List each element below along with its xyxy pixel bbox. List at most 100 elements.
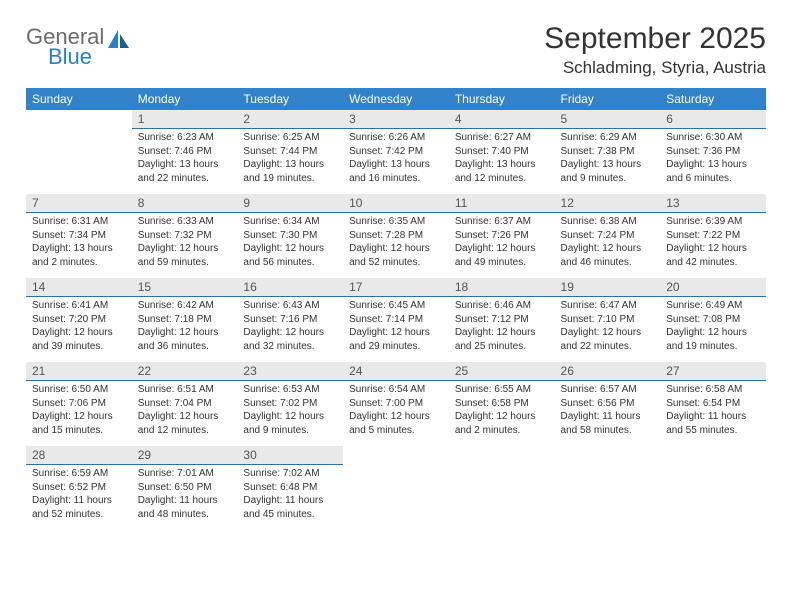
calendar-day-cell — [555, 446, 661, 530]
calendar-day-cell: 6Sunrise: 6:30 AMSunset: 7:36 PMDaylight… — [660, 110, 766, 194]
weekday-header: Thursday — [449, 88, 555, 110]
day-body: Sunrise: 6:38 AMSunset: 7:24 PMDaylight:… — [555, 213, 661, 273]
day-number: 7 — [26, 194, 132, 213]
day-number: 21 — [26, 362, 132, 381]
day-number: 22 — [132, 362, 238, 381]
sunset-text: Sunset: 7:22 PM — [666, 229, 760, 243]
calendar-day-cell: 24Sunrise: 6:54 AMSunset: 7:00 PMDayligh… — [343, 362, 449, 446]
calendar-day-cell: 9Sunrise: 6:34 AMSunset: 7:30 PMDaylight… — [237, 194, 343, 278]
daylight-text: Daylight: 12 hours and 29 minutes. — [349, 326, 443, 353]
calendar-day-cell: 16Sunrise: 6:43 AMSunset: 7:16 PMDayligh… — [237, 278, 343, 362]
day-number: 25 — [449, 362, 555, 381]
sunset-text: Sunset: 7:42 PM — [349, 145, 443, 159]
day-body: Sunrise: 7:02 AMSunset: 6:48 PMDaylight:… — [237, 465, 343, 525]
day-body: Sunrise: 6:34 AMSunset: 7:30 PMDaylight:… — [237, 213, 343, 273]
day-number: 15 — [132, 278, 238, 297]
daylight-text: Daylight: 13 hours and 16 minutes. — [349, 158, 443, 185]
sunset-text: Sunset: 7:40 PM — [455, 145, 549, 159]
sunrise-text: Sunrise: 6:47 AM — [561, 299, 655, 313]
daylight-text: Daylight: 13 hours and 2 minutes. — [32, 242, 126, 269]
sunset-text: Sunset: 7:00 PM — [349, 397, 443, 411]
calendar-day-cell: 4Sunrise: 6:27 AMSunset: 7:40 PMDaylight… — [449, 110, 555, 194]
day-body: Sunrise: 6:43 AMSunset: 7:16 PMDaylight:… — [237, 297, 343, 357]
day-body: Sunrise: 6:49 AMSunset: 7:08 PMDaylight:… — [660, 297, 766, 357]
daylight-text: Daylight: 11 hours and 52 minutes. — [32, 494, 126, 521]
daylight-text: Daylight: 12 hours and 42 minutes. — [666, 242, 760, 269]
sunset-text: Sunset: 7:16 PM — [243, 313, 337, 327]
day-number: 30 — [237, 446, 343, 465]
day-body: Sunrise: 6:42 AMSunset: 7:18 PMDaylight:… — [132, 297, 238, 357]
sunrise-text: Sunrise: 6:53 AM — [243, 383, 337, 397]
day-body: Sunrise: 6:23 AMSunset: 7:46 PMDaylight:… — [132, 129, 238, 189]
sunrise-text: Sunrise: 6:26 AM — [349, 131, 443, 145]
sunset-text: Sunset: 7:20 PM — [32, 313, 126, 327]
day-body: Sunrise: 6:37 AMSunset: 7:26 PMDaylight:… — [449, 213, 555, 273]
header: General Blue September 2025 Schladming, … — [26, 22, 766, 78]
day-number: 5 — [555, 110, 661, 129]
sunset-text: Sunset: 6:50 PM — [138, 481, 232, 495]
daylight-text: Daylight: 12 hours and 52 minutes. — [349, 242, 443, 269]
calendar-day-cell: 10Sunrise: 6:35 AMSunset: 7:28 PMDayligh… — [343, 194, 449, 278]
day-number: 9 — [237, 194, 343, 213]
calendar-day-cell — [449, 446, 555, 530]
daylight-text: Daylight: 12 hours and 2 minutes. — [455, 410, 549, 437]
weekday-header: Tuesday — [237, 88, 343, 110]
sunrise-text: Sunrise: 6:55 AM — [455, 383, 549, 397]
day-number: 13 — [660, 194, 766, 213]
day-body: Sunrise: 6:57 AMSunset: 6:56 PMDaylight:… — [555, 381, 661, 441]
sunset-text: Sunset: 7:32 PM — [138, 229, 232, 243]
sunset-text: Sunset: 7:02 PM — [243, 397, 337, 411]
logo: General Blue — [26, 22, 131, 68]
daylight-text: Daylight: 12 hours and 19 minutes. — [666, 326, 760, 353]
daylight-text: Daylight: 12 hours and 12 minutes. — [138, 410, 232, 437]
calendar-day-cell: 29Sunrise: 7:01 AMSunset: 6:50 PMDayligh… — [132, 446, 238, 530]
weekday-header: Monday — [132, 88, 238, 110]
sunset-text: Sunset: 7:10 PM — [561, 313, 655, 327]
day-body — [660, 464, 766, 470]
day-number: 1 — [132, 110, 238, 129]
logo-sail-icon — [107, 28, 131, 55]
calendar-day-cell: 18Sunrise: 6:46 AMSunset: 7:12 PMDayligh… — [449, 278, 555, 362]
logo-word-2: Blue — [48, 46, 104, 68]
daylight-text: Daylight: 12 hours and 36 minutes. — [138, 326, 232, 353]
day-number: 4 — [449, 110, 555, 129]
day-body: Sunrise: 6:59 AMSunset: 6:52 PMDaylight:… — [26, 465, 132, 525]
calendar-day-cell — [26, 110, 132, 194]
sunset-text: Sunset: 6:58 PM — [455, 397, 549, 411]
sunrise-text: Sunrise: 6:38 AM — [561, 215, 655, 229]
day-number: 2 — [237, 110, 343, 129]
daylight-text: Daylight: 12 hours and 5 minutes. — [349, 410, 443, 437]
weekday-header: Wednesday — [343, 88, 449, 110]
location: Schladming, Styria, Austria — [544, 58, 766, 78]
sunrise-text: Sunrise: 6:25 AM — [243, 131, 337, 145]
weekday-header: Saturday — [660, 88, 766, 110]
sunrise-text: Sunrise: 6:41 AM — [32, 299, 126, 313]
day-body: Sunrise: 6:54 AMSunset: 7:00 PMDaylight:… — [343, 381, 449, 441]
daylight-text: Daylight: 12 hours and 15 minutes. — [32, 410, 126, 437]
sunrise-text: Sunrise: 6:57 AM — [561, 383, 655, 397]
daylight-text: Daylight: 13 hours and 6 minutes. — [666, 158, 760, 185]
sunset-text: Sunset: 6:48 PM — [243, 481, 337, 495]
day-body: Sunrise: 6:55 AMSunset: 6:58 PMDaylight:… — [449, 381, 555, 441]
sunset-text: Sunset: 7:24 PM — [561, 229, 655, 243]
day-body: Sunrise: 7:01 AMSunset: 6:50 PMDaylight:… — [132, 465, 238, 525]
sunset-text: Sunset: 6:54 PM — [666, 397, 760, 411]
sunrise-text: Sunrise: 6:58 AM — [666, 383, 760, 397]
day-number: 28 — [26, 446, 132, 465]
calendar-day-cell: 7Sunrise: 6:31 AMSunset: 7:34 PMDaylight… — [26, 194, 132, 278]
sunrise-text: Sunrise: 6:37 AM — [455, 215, 549, 229]
daylight-text: Daylight: 12 hours and 49 minutes. — [455, 242, 549, 269]
day-body: Sunrise: 6:35 AMSunset: 7:28 PMDaylight:… — [343, 213, 449, 273]
calendar-body: 1Sunrise: 6:23 AMSunset: 7:46 PMDaylight… — [26, 110, 766, 530]
sunset-text: Sunset: 6:56 PM — [561, 397, 655, 411]
sunset-text: Sunset: 7:26 PM — [455, 229, 549, 243]
calendar-week-row: 21Sunrise: 6:50 AMSunset: 7:06 PMDayligh… — [26, 362, 766, 446]
sunset-text: Sunset: 7:34 PM — [32, 229, 126, 243]
sunrise-text: Sunrise: 6:29 AM — [561, 131, 655, 145]
title-block: September 2025 Schladming, Styria, Austr… — [544, 22, 766, 78]
weekday-header: Friday — [555, 88, 661, 110]
day-number: 3 — [343, 110, 449, 129]
day-number: 17 — [343, 278, 449, 297]
sunrise-text: Sunrise: 6:33 AM — [138, 215, 232, 229]
calendar-week-row: 7Sunrise: 6:31 AMSunset: 7:34 PMDaylight… — [26, 194, 766, 278]
